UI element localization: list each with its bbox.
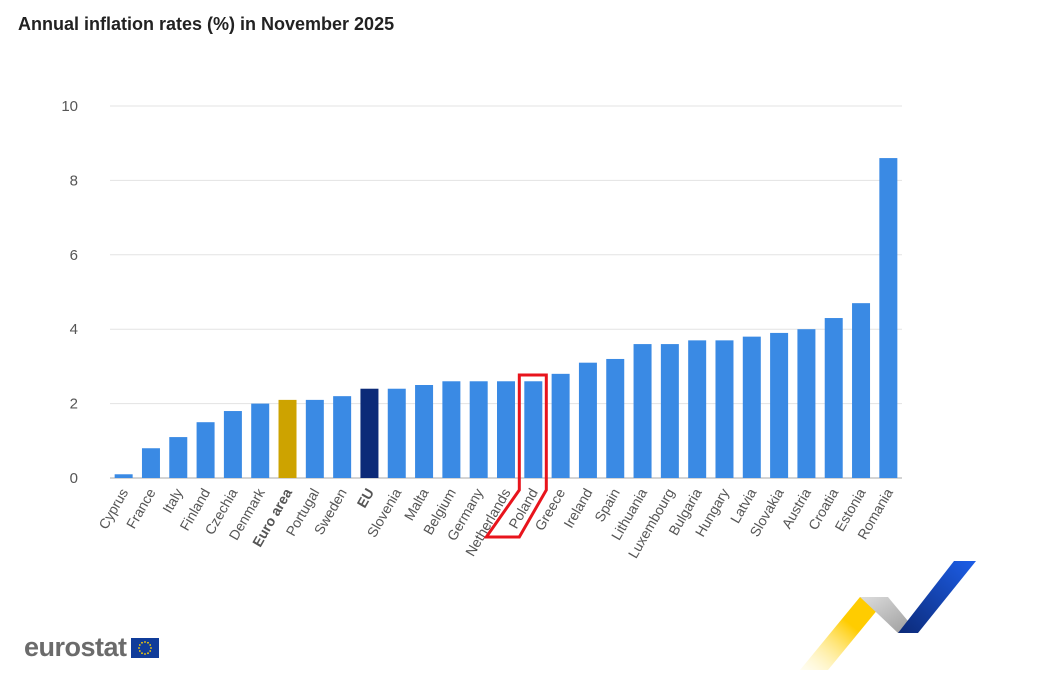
star-icon <box>140 651 143 654</box>
star-icon <box>146 651 149 654</box>
bar-greece <box>551 373 570 478</box>
bar-bulgaria <box>688 340 707 478</box>
bar-croatia <box>824 318 843 478</box>
y-tick-label: 8 <box>70 172 78 189</box>
bar-luxembourg <box>660 344 679 478</box>
bar-czechia <box>223 411 242 478</box>
star-icon <box>149 646 152 649</box>
chart-title: Annual inflation rates (%) in November 2… <box>18 14 395 34</box>
bar-belgium <box>442 381 461 478</box>
bar-poland <box>524 381 543 478</box>
bar-euro-area <box>278 399 297 478</box>
star-icon <box>138 649 141 652</box>
bar-estonia <box>852 303 871 478</box>
eu-flag-icon <box>130 637 159 658</box>
star-icon <box>148 649 151 652</box>
decorative-ribbon <box>800 561 976 670</box>
bar-germany <box>469 381 488 478</box>
bar-spain <box>606 358 625 478</box>
bar-denmark <box>251 403 270 478</box>
star-icon <box>138 643 141 646</box>
x-tick-label: Italy <box>159 486 186 516</box>
bar-eu <box>360 388 379 478</box>
bar-slovakia <box>770 332 789 478</box>
bar-romania <box>879 158 898 478</box>
logo-text: eurostat <box>24 632 127 662</box>
eurostat-logo: eurostat <box>24 632 159 663</box>
star-icon <box>137 646 140 649</box>
star-icon <box>143 640 146 643</box>
star-icon <box>148 643 151 646</box>
y-tick-label: 10 <box>61 98 78 115</box>
bar-portugal <box>305 399 324 478</box>
bar-france <box>141 448 160 478</box>
bar-slovenia <box>387 388 406 478</box>
x-tick-label: EU <box>353 486 377 511</box>
star-icon <box>146 641 149 644</box>
bar-hungary <box>715 340 734 478</box>
bar-netherlands <box>497 381 515 478</box>
y-tick-label: 2 <box>70 396 78 413</box>
y-tick-label: 4 <box>70 321 78 338</box>
bar-ireland <box>578 362 597 478</box>
bar-sweden <box>333 396 352 478</box>
star-icon <box>140 641 143 644</box>
y-tick-label: 0 <box>70 470 78 487</box>
y-tick-label: 6 <box>70 247 78 264</box>
bar-cyprus <box>114 474 133 478</box>
star-icon <box>143 652 146 655</box>
bar-austria <box>797 329 816 478</box>
highlight-annotation <box>483 373 548 539</box>
bar-finland <box>196 422 215 478</box>
bar-malta <box>415 385 434 478</box>
bar-lithuania <box>633 344 652 478</box>
bar-italy <box>169 437 188 478</box>
bar-latvia <box>742 336 761 478</box>
